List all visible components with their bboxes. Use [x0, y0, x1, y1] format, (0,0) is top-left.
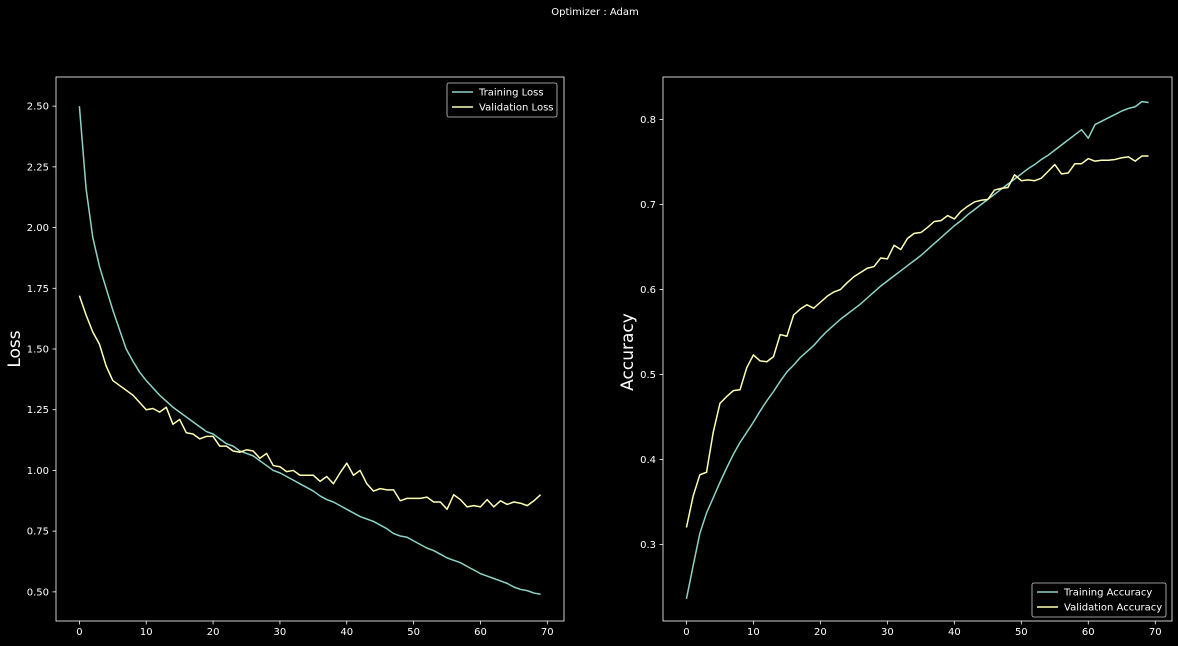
loss-chart-legend: Training Loss Validation Loss — [446, 82, 558, 118]
accuracy-chart-legend-box — [1031, 582, 1167, 618]
legend-label-validation-accuracy: Validation Accuracy — [1064, 603, 1162, 614]
legend-label-training-accuracy: Training Accuracy — [1063, 588, 1152, 599]
loss-chart-plot-area — [56, 77, 564, 621]
figure-suptitle: Optimizer : Adam — [551, 7, 639, 18]
accuracy-chart-ticks: 0 10 20 30 40 50 60 70 0.3 0.4 0.5 0.6 0.7 0.8 — [640, 115, 1162, 638]
loss-chart-ylabel: Loss — [5, 330, 25, 367]
accuracy-chart-x-tick-label: 70 — [1149, 627, 1162, 638]
loss-chart-y-tick-label: 0.50 — [27, 587, 49, 598]
loss-chart-x-tick-label: 70 — [541, 627, 554, 638]
accuracy-chart-y-tick-label: 0.3 — [640, 540, 656, 551]
loss-chart-y-tick-label: 0.75 — [27, 527, 49, 538]
accuracy-chart: 0 10 20 30 40 50 60 70 0.3 0.4 0.5 0.6 0.7 0.8 Accura… — [618, 76, 1173, 638]
loss-chart-y-tick-label: 1.00 — [27, 466, 49, 477]
accuracy-chart-x-tick-label: 10 — [747, 627, 760, 638]
loss-chart-x-tick-label: 0 — [76, 627, 82, 638]
loss-chart-y-tick-label: 1.75 — [27, 284, 49, 295]
loss-chart-x-tick-label: 10 — [140, 627, 153, 638]
accuracy-chart-y-tick-label: 0.5 — [640, 370, 656, 381]
loss-chart-x-tick-label: 40 — [340, 627, 353, 638]
accuracy-chart-frame — [662, 76, 1173, 622]
loss-chart-x-tick-label: 50 — [407, 627, 420, 638]
accuracy-chart-x-tick-label: 0 — [683, 627, 689, 638]
loss-chart-legend-box — [446, 82, 558, 118]
loss-chart-y-tick-label: 2.25 — [27, 162, 49, 173]
accuracy-chart-ylabel: Accuracy — [618, 313, 638, 391]
loss-chart-x-tick-label: 60 — [474, 627, 487, 638]
loss-chart-lines — [78, 106, 542, 596]
accuracy-chart-x-tick-label: 60 — [1082, 627, 1095, 638]
accuracy-chart-y-tick-label: 0.6 — [640, 285, 656, 296]
series-line-validation-loss — [78, 295, 542, 511]
loss-chart-y-tick-label: 1.50 — [27, 345, 49, 356]
legend-label-validation-loss: Validation Loss — [479, 103, 554, 114]
loss-chart-x-tick-label: 30 — [274, 627, 287, 638]
loss-chart-y-tick-label: 1.25 — [27, 405, 49, 416]
loss-chart-x-tick-label: 20 — [207, 627, 220, 638]
loss-chart: 0 10 20 30 40 50 60 70 0.50 0.75 1.00 1.25 1.50 1.75 2… — [5, 76, 565, 638]
accuracy-chart-legend: Training Accuracy Validation Accuracy — [1031, 582, 1167, 618]
loss-chart-frame — [55, 76, 565, 622]
legend-label-training-loss: Training Loss — [478, 88, 544, 99]
accuracy-chart-y-tick-label: 0.7 — [640, 200, 656, 211]
accuracy-chart-x-tick-label: 30 — [881, 627, 894, 638]
accuracy-chart-lines — [685, 100, 1149, 600]
series-line-validation-accuracy — [685, 155, 1149, 528]
loss-chart-y-tick-label: 2.50 — [27, 102, 49, 113]
accuracy-chart-x-tick-label: 40 — [948, 627, 961, 638]
series-line-training-loss — [78, 106, 541, 596]
loss-chart-y-tick-label: 2.00 — [27, 223, 49, 234]
loss-chart-ticks: 0 10 20 30 40 50 60 70 0.50 0.75 1.00 1.25 1.50 1.75 2… — [27, 102, 554, 638]
accuracy-chart-y-tick-label: 0.8 — [640, 115, 656, 126]
accuracy-chart-plot-area — [663, 77, 1172, 621]
series-line-training-accuracy — [685, 100, 1149, 600]
accuracy-chart-x-tick-label: 20 — [814, 627, 827, 638]
accuracy-chart-x-tick-label: 50 — [1015, 627, 1028, 638]
accuracy-chart-y-tick-label: 0.4 — [640, 455, 656, 466]
